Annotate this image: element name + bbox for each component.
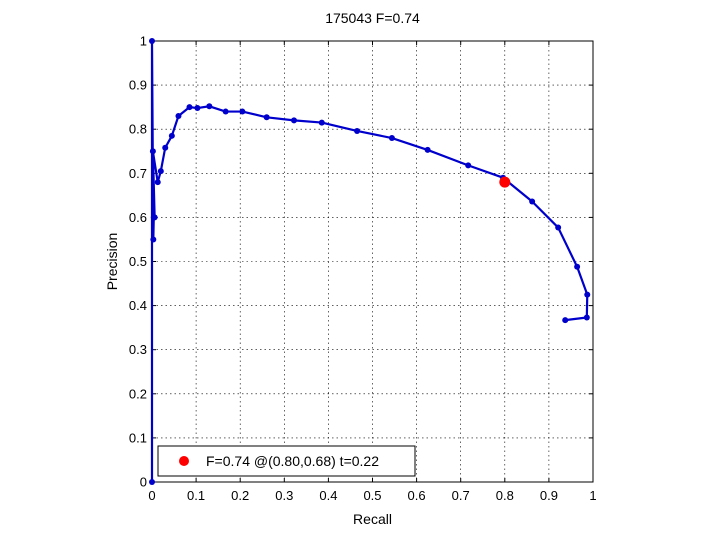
y-tick-label: 0.6 xyxy=(129,210,147,225)
data-point xyxy=(263,114,270,121)
data-point xyxy=(562,317,569,324)
data-point xyxy=(239,108,246,115)
y-tick-label: 0.5 xyxy=(129,254,147,269)
y-axis-label: Precision xyxy=(104,233,120,291)
y-tick-label: 0.3 xyxy=(129,342,147,357)
x-tick-label: 0.9 xyxy=(540,488,558,503)
axis-ticks xyxy=(151,40,594,483)
x-tick-label: 0.3 xyxy=(275,488,293,503)
data-point xyxy=(157,168,164,175)
data-point xyxy=(529,198,536,205)
legend-box xyxy=(157,445,416,477)
x-tick-label: 0.5 xyxy=(363,488,381,503)
data-point xyxy=(149,148,156,155)
data-point xyxy=(318,119,325,126)
data-point xyxy=(222,108,229,115)
data-point xyxy=(584,291,591,298)
tick-labels: 0 0.1 0.2 0.3 0.4 0.5 0.6 0.7 0.8 0.9 1 0 0.1 0.2 0.3 0… xyxy=(129,34,597,504)
y-tick-label: 0 xyxy=(140,475,147,490)
x-tick-label: 0.2 xyxy=(231,488,249,503)
series-line xyxy=(150,39,589,482)
legend-marker xyxy=(179,456,189,466)
data-point xyxy=(354,127,361,134)
y-tick-label: 0.2 xyxy=(129,386,147,401)
data-point xyxy=(162,144,169,151)
data-point xyxy=(168,132,175,139)
data-point xyxy=(583,314,590,321)
y-tick-label: 0.9 xyxy=(129,78,147,93)
chart-title: 175043 F=0.74 xyxy=(325,10,420,26)
data-point xyxy=(291,117,298,124)
y-tick-label: 0.8 xyxy=(129,122,147,137)
y-tick-label: 0.1 xyxy=(129,430,147,445)
y-tick-label: 0.7 xyxy=(129,166,147,181)
data-point xyxy=(465,162,472,169)
grid-lines xyxy=(152,41,593,482)
data-point xyxy=(175,112,182,119)
x-tick-label: 0 xyxy=(148,488,155,503)
y-tick-label: 0.4 xyxy=(129,298,147,313)
series-layer xyxy=(149,38,591,485)
data-point xyxy=(149,479,155,485)
data-point xyxy=(151,214,158,221)
data-point xyxy=(555,224,562,231)
data-point xyxy=(186,104,193,111)
x-tick-label: 0.8 xyxy=(496,488,514,503)
data-point xyxy=(206,103,213,110)
x-tick-label: 0.6 xyxy=(408,488,426,503)
data-point xyxy=(149,38,155,44)
x-tick-label: 1 xyxy=(589,488,596,503)
data-point xyxy=(154,179,161,186)
data-point xyxy=(574,263,581,270)
legend-label: F=0.74 @(0.80,0.68) t=0.22 xyxy=(206,453,379,469)
legend: F=0.74 @(0.80,0.68) t=0.22 xyxy=(157,445,416,477)
best-f-point xyxy=(499,176,511,188)
data-point xyxy=(424,146,431,153)
x-tick-label: 0.4 xyxy=(319,488,337,503)
data-point xyxy=(150,236,157,243)
y-tick-label: 1 xyxy=(140,34,147,49)
data-point xyxy=(194,105,201,112)
x-axis-label: Recall xyxy=(353,511,392,527)
x-tick-label: 0.7 xyxy=(452,488,470,503)
data-point xyxy=(388,135,395,142)
x-tick-label: 0.1 xyxy=(187,488,205,503)
